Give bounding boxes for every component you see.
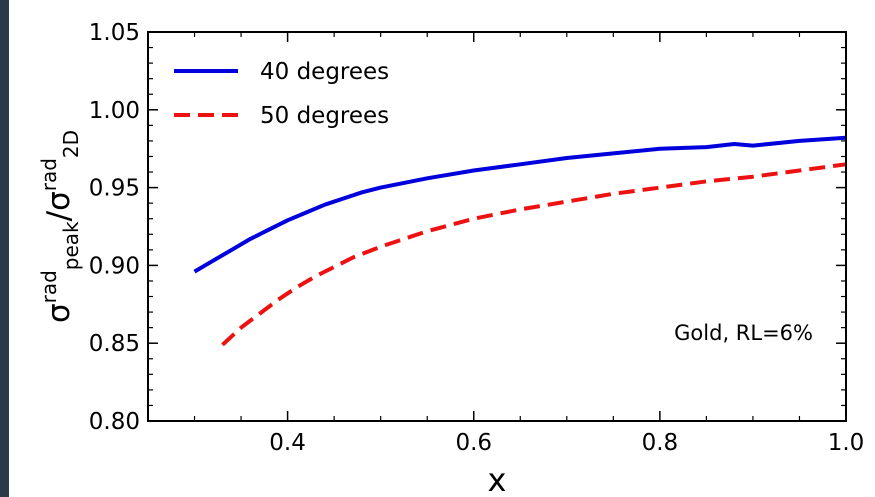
y-tick-label: 0.90 bbox=[89, 253, 140, 279]
legend-label-40-degrees: 40 degrees bbox=[260, 59, 389, 85]
y-tick-label: 0.80 bbox=[89, 409, 140, 435]
y-tick-label: 0.85 bbox=[89, 331, 140, 357]
line-chart: 0.4 0.6 0.8 1.0 0.80 0.85 0.90 0.95 1.00 1.05 40 … bbox=[37, 20, 865, 497]
series-line-50-degrees bbox=[221, 162, 847, 347]
plot-area bbox=[147, 31, 847, 422]
x-tick-label: 0.6 bbox=[455, 430, 492, 456]
chart-frame: 0.4 0.6 0.8 1.0 0.80 0.85 0.90 0.95 1.00 1.05 40 … bbox=[9, 0, 875, 497]
series-layer bbox=[193, 135, 847, 347]
x-tick-label: 0.8 bbox=[642, 430, 679, 456]
y-tick-label: 0.95 bbox=[89, 176, 140, 202]
y-axis-label: σradpeak/σrad2D bbox=[37, 130, 83, 323]
x-axis-label: x bbox=[488, 461, 507, 497]
tick-label-layer: 0.4 0.6 0.8 1.0 0.80 0.85 0.90 0.95 1.00 1.05 bbox=[89, 20, 865, 456]
annotation: Gold, RL=6% bbox=[674, 321, 813, 345]
x-tick-label: 0.4 bbox=[269, 430, 306, 456]
series-line-40-degrees bbox=[193, 135, 847, 274]
legend: 40 degrees 50 degrees bbox=[174, 59, 389, 129]
y-tick-label: 1.00 bbox=[89, 98, 140, 124]
legend-label-50-degrees: 50 degrees bbox=[260, 103, 389, 129]
tick-layer bbox=[147, 31, 847, 422]
x-tick-label: 1.0 bbox=[828, 430, 865, 456]
y-tick-label: 1.05 bbox=[89, 20, 140, 46]
